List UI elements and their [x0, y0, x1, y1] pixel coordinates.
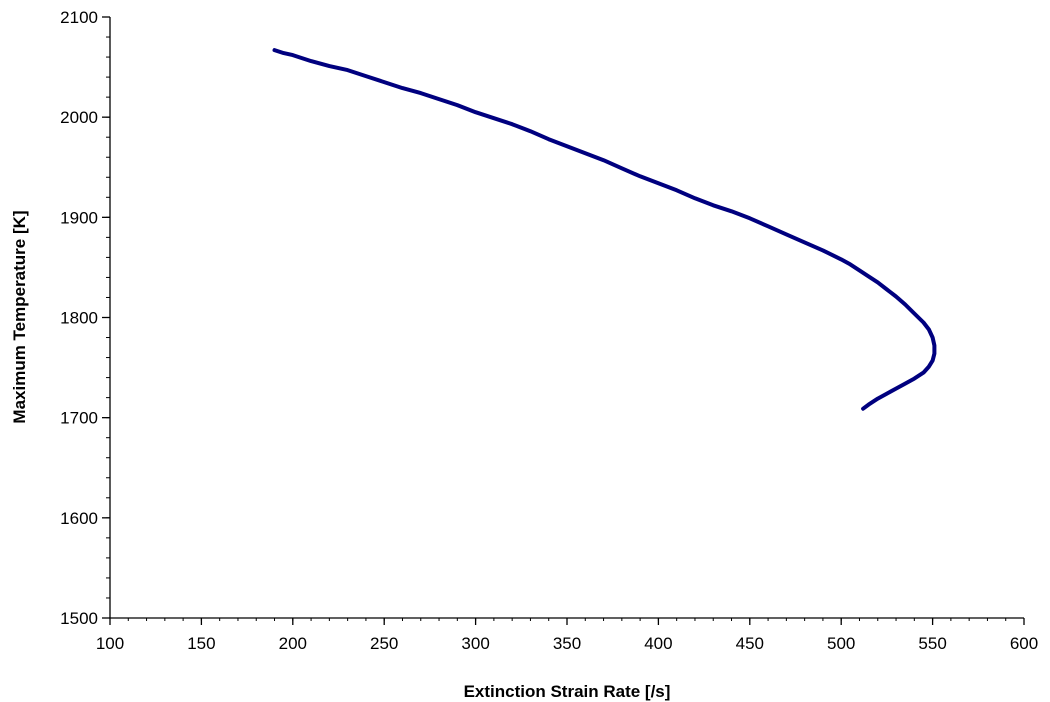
x-tick-label: 400 — [644, 634, 672, 653]
x-tick-label: 350 — [553, 634, 581, 653]
y-tick-label: 1700 — [60, 409, 98, 428]
x-tick-label: 600 — [1010, 634, 1038, 653]
x-axis: 100 150 200 250 300 350 400 450 500 550 600 — [96, 617, 1038, 653]
x-tick-label: 100 — [96, 634, 124, 653]
x-tick-label: 450 — [736, 634, 764, 653]
y-tick-label: 1900 — [60, 208, 98, 227]
y-tick-label: 1500 — [60, 609, 98, 628]
x-tick-label: 500 — [827, 634, 855, 653]
x-tick-label: 250 — [370, 634, 398, 653]
y-axis-title: Maximum Temperature [K] — [10, 210, 29, 423]
y-tick-label: 1800 — [60, 309, 98, 328]
series-layer — [272, 48, 937, 411]
y-axis: 1500 1600 1700 1800 1900 2000 2100 — [60, 8, 111, 628]
x-tick-label: 550 — [918, 634, 946, 653]
y-tick-label: 2100 — [60, 8, 98, 27]
x-tick-label: 200 — [279, 634, 307, 653]
x-axis-title: Extinction Strain Rate [/s] — [464, 682, 671, 701]
x-tick-label: 150 — [187, 634, 215, 653]
y-tick-label: 2000 — [60, 108, 98, 127]
series-line-1 — [272, 48, 937, 411]
y-tick-label: 1600 — [60, 509, 98, 528]
x-tick-label: 300 — [461, 634, 489, 653]
